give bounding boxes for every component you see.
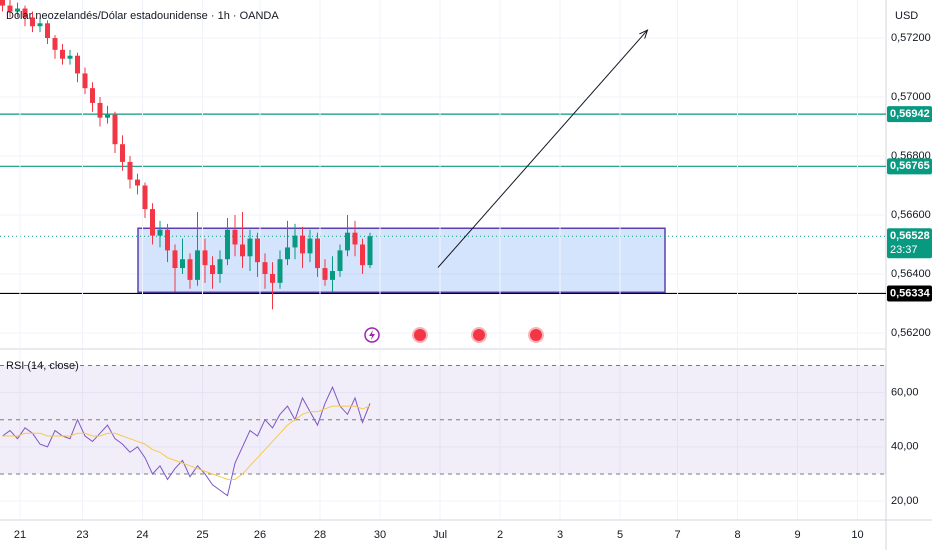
- currency-label[interactable]: USD: [895, 10, 918, 22]
- candle-body: [210, 265, 215, 274]
- x-tick-label: 24: [136, 529, 148, 541]
- candle-body: [315, 238, 320, 269]
- y-tick-label: 0,57000: [891, 91, 931, 103]
- y-tick-label: 0,56400: [891, 268, 931, 280]
- rsi-line: [2, 405, 371, 480]
- range-box: [137, 227, 666, 294]
- x-tick-label: Jul: [433, 529, 447, 541]
- indicator-label: RSI (14, close): [6, 360, 79, 372]
- candle-body: [142, 185, 148, 210]
- x-tick-label: 3: [557, 529, 563, 541]
- candle-body: [232, 229, 238, 245]
- candle-body: [337, 250, 343, 272]
- candle-body: [285, 247, 290, 260]
- candle-body: [60, 49, 65, 59]
- price-tag: [887, 158, 932, 175]
- candle-body: [172, 250, 178, 269]
- price-tag: [887, 285, 932, 302]
- candle-body: [165, 229, 170, 251]
- arrow-head: [639, 29, 649, 39]
- y-tick-label: 0,57200: [891, 32, 931, 44]
- event-icon[interactable]: [528, 327, 544, 343]
- candle-body: [120, 144, 125, 162]
- event-icon-glyph: [369, 330, 375, 340]
- y-tick-label: 0,56200: [891, 327, 931, 339]
- candle-body: [330, 271, 335, 280]
- candle-body: [187, 259, 193, 280]
- x-tick-label: 21: [14, 529, 26, 541]
- event-icon[interactable]: [471, 327, 487, 343]
- candle-body: [255, 238, 260, 263]
- candle-body: [367, 236, 373, 266]
- candle-body: [67, 55, 73, 59]
- x-tick-label: 8: [734, 529, 740, 541]
- candle-body: [300, 235, 305, 254]
- x-tick-label: 9: [794, 529, 800, 541]
- candle-body: [105, 114, 110, 118]
- x-tick-label: 5: [617, 529, 623, 541]
- price-tag-label: 0,56765: [890, 160, 930, 172]
- candle-body: [247, 238, 253, 257]
- candle-body: [150, 209, 155, 236]
- candle-body: [157, 229, 163, 236]
- event-icons: [364, 327, 544, 343]
- candle-body: [135, 179, 140, 186]
- candle-body: [322, 268, 328, 280]
- x-tick-label: 10: [851, 529, 863, 541]
- candle-body: [112, 114, 118, 145]
- price-tag: [887, 228, 932, 259]
- candle-body: [277, 259, 283, 283]
- candle-body: [345, 232, 350, 251]
- x-tick-label: 7: [674, 529, 680, 541]
- price-tag-label: 0,56528: [890, 230, 930, 242]
- price-tag: [887, 106, 932, 123]
- trend-arrow: [437, 29, 648, 268]
- candle-body: [240, 244, 245, 257]
- candle-body: [7, 5, 13, 12]
- candle-body: [352, 232, 358, 245]
- event-icon[interactable]: [412, 327, 428, 343]
- y-tick-label: 60,00: [891, 386, 919, 398]
- candle-body: [195, 250, 200, 280]
- candle-body: [97, 102, 103, 118]
- candle-body: [225, 229, 230, 260]
- y-tick-label: 40,00: [891, 441, 919, 453]
- y-tick-label: 20,00: [891, 495, 919, 507]
- candle-body: [180, 259, 185, 269]
- candle-body: [37, 23, 43, 27]
- x-tick-label: 26: [254, 529, 266, 541]
- price-tag-label: 0,56942: [890, 108, 930, 120]
- x-tick-label: 30: [374, 529, 386, 541]
- candle-body: [0, 0, 5, 6]
- chart-title: Dólar neozelandés/Dólar estadounidense ·…: [6, 10, 279, 22]
- candle-body: [217, 259, 223, 274]
- y-tick-label: 0,56600: [891, 209, 931, 221]
- candle-body: [75, 55, 80, 74]
- x-tick-label: 28: [314, 529, 326, 541]
- candle-body: [270, 273, 275, 283]
- price-countdown: 23:37: [890, 244, 918, 256]
- x-tick-label: 25: [196, 529, 208, 541]
- candle-body: [292, 235, 298, 248]
- candle-body: [30, 17, 35, 27]
- candle-body: [90, 88, 95, 103]
- candle-body: [127, 161, 133, 180]
- x-tick-label: 23: [76, 529, 88, 541]
- candle-body: [360, 244, 365, 266]
- candle-body: [15, 8, 20, 12]
- candle-body: [22, 8, 28, 18]
- candle-body: [82, 73, 88, 89]
- x-tick-label: 2: [497, 529, 503, 541]
- candle-body: [307, 238, 313, 254]
- candle-body: [52, 38, 58, 50]
- price-tag-label: 0,56334: [890, 287, 931, 299]
- candle-body: [45, 23, 50, 39]
- candle-body: [262, 262, 268, 274]
- candle-body: [202, 250, 208, 266]
